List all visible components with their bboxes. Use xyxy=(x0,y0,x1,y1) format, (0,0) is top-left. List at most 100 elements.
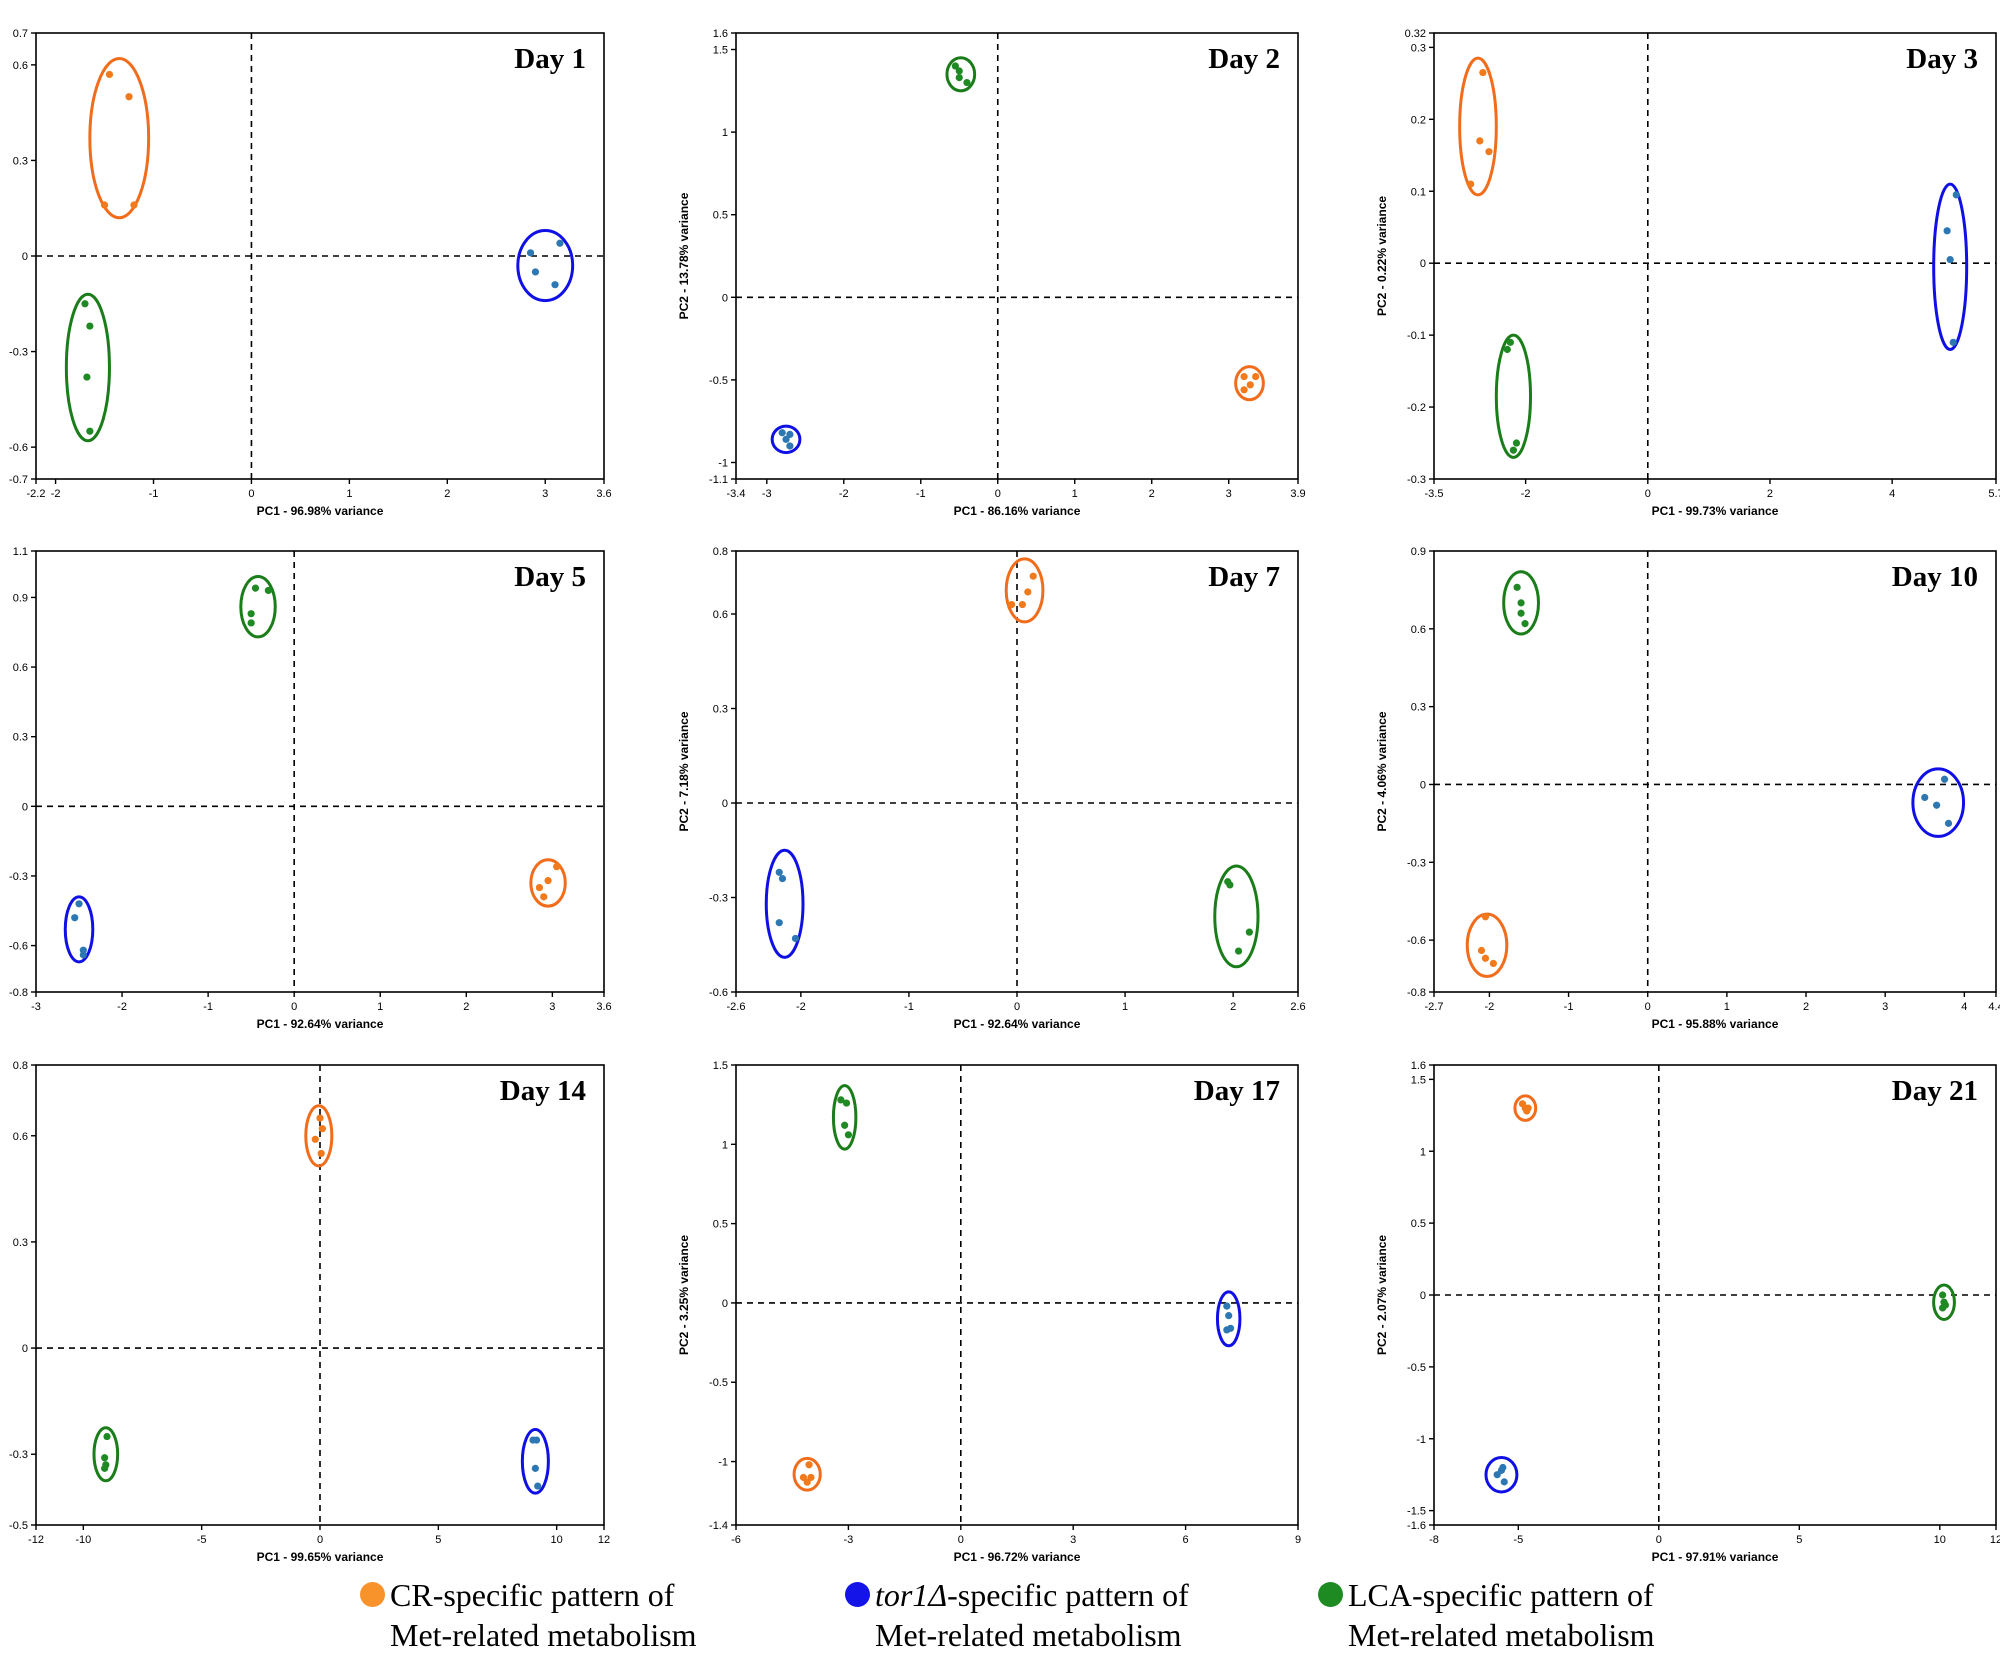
panel-4: -3 -2 -1 0 1 2 3 3.6 -0.8 -0.6 -0.3 0 0.3 0.6 0.9 1.1 PC… xyxy=(9,546,612,1031)
y-tick-label: 0 xyxy=(722,1298,728,1310)
data-point-lca xyxy=(1513,583,1521,591)
y-tick-label: -0.5 xyxy=(709,375,728,387)
y-tick-label: -0.3 xyxy=(1407,474,1426,486)
y-tick-label: -1 xyxy=(1416,1434,1426,1446)
x-tick-label: -2 xyxy=(796,1001,806,1013)
data-point-cr xyxy=(540,893,548,901)
y-tick-label: 0.3 xyxy=(713,704,728,716)
y-tick-label: 0.9 xyxy=(1411,546,1426,558)
x-tick-label: 3.6 xyxy=(596,1001,611,1013)
cluster-ellipse-cr xyxy=(792,1456,822,1492)
data-point-cr xyxy=(311,1135,319,1143)
y-tick-label: 1 xyxy=(722,1139,728,1151)
x-tick-label: 3 xyxy=(1226,488,1232,500)
x-tick-label: 4.4 xyxy=(1988,1001,2000,1013)
cluster-ellipse-cr xyxy=(1234,365,1265,402)
data-point-cr xyxy=(1240,386,1248,394)
data-point-tor1 xyxy=(1940,775,1949,783)
x-tick-label: 4 xyxy=(1889,488,1895,500)
cluster-ellipse-lca xyxy=(64,292,111,443)
data-point-lca xyxy=(841,1121,849,1129)
y-tick-label: -0.8 xyxy=(9,987,28,999)
plot-frame xyxy=(1433,550,1997,993)
x-tick-label: -2 xyxy=(839,488,849,500)
y-tick-label: -1.1 xyxy=(709,474,728,486)
data-point-tor1 xyxy=(791,934,800,943)
y-axis-label: PC2 - 7.18% variance xyxy=(677,711,691,831)
data-point-cr xyxy=(1479,68,1487,77)
x-tick-label: 0 xyxy=(1645,488,1651,500)
panel-title: Day 1 xyxy=(514,43,586,75)
data-point-cr xyxy=(1485,148,1493,156)
x-tick-label: -1 xyxy=(1564,1001,1574,1013)
y-tick-label: -1.4 xyxy=(709,1520,728,1532)
x-tick-label: 1 xyxy=(1122,1001,1128,1013)
y-tick-label: -0.6 xyxy=(9,442,28,454)
x-tick-label: -2 xyxy=(1521,488,1531,500)
y-tick-label: 1.5 xyxy=(713,1060,728,1072)
cluster-ellipse-lca xyxy=(1932,1283,1956,1321)
data-point-cr xyxy=(318,1125,326,1133)
data-point-lca xyxy=(86,322,94,330)
cluster-ellipse-lca xyxy=(1502,570,1540,636)
data-point-cr xyxy=(553,863,561,871)
data-point-lca xyxy=(83,373,91,381)
y-tick-label: -1.5 xyxy=(1407,1506,1426,1518)
y-tick-label: 0.3 xyxy=(1411,702,1426,714)
data-point-tor1 xyxy=(526,249,535,257)
y-tick-label: -0.3 xyxy=(9,347,28,359)
x-tick-label: 0 xyxy=(1645,1001,1651,1013)
x-tick-label: -2 xyxy=(117,1001,127,1013)
legend: CR-specific pattern of Met-related metab… xyxy=(0,1575,2000,1661)
cluster-ellipse-cr xyxy=(304,1104,334,1168)
y-tick-label: 0.6 xyxy=(1411,624,1426,636)
data-point-cr xyxy=(130,201,138,209)
cluster-ellipse-cr xyxy=(88,56,151,220)
data-point-cr xyxy=(317,1149,325,1158)
cluster-ellipse-tor1 xyxy=(1484,1455,1519,1494)
data-point-tor1 xyxy=(531,1464,539,1472)
data-point-tor1 xyxy=(1500,1478,1508,1486)
y-tick-label: 1.5 xyxy=(713,45,728,57)
data-point-cr xyxy=(125,93,133,101)
x-tick-label: -2 xyxy=(1485,1001,1495,1013)
x-tick-label: 4 xyxy=(1961,1001,1967,1013)
data-point-tor1 xyxy=(1949,338,1957,346)
data-point-lca xyxy=(81,300,89,308)
cluster-ellipse-cr xyxy=(1465,912,1509,978)
data-point-cr xyxy=(1007,600,1016,609)
panel-8: -6 -3 0 3 6 9 -1.4 -1 -0.5 0 0.5 1 1.5 PC1 - 96.72% v… xyxy=(677,1060,1301,1564)
y-tick-label: -0.7 xyxy=(9,474,28,486)
x-tick-label: 3 xyxy=(549,1001,555,1013)
data-point-lca xyxy=(1939,1291,1947,1299)
cluster-ellipse-cr xyxy=(1004,557,1045,624)
cluster-ellipse-tor1 xyxy=(1911,767,1966,838)
data-point-tor1 xyxy=(1952,191,1960,199)
y-tick-label: 1.1 xyxy=(13,546,28,558)
x-tick-label: 1 xyxy=(1724,1001,1730,1013)
data-point-cr xyxy=(1481,954,1490,962)
x-tick-label: 2 xyxy=(1767,488,1773,500)
cluster-ellipse-lca xyxy=(945,56,977,93)
data-point-cr xyxy=(1246,381,1254,389)
y-tick-label: 0 xyxy=(1420,1290,1426,1302)
x-tick-label: 3 xyxy=(542,488,548,500)
data-point-cr xyxy=(100,201,109,209)
x-tick-label: -6 xyxy=(731,1534,741,1546)
legend-lca-line2: Met-related metabolism xyxy=(1348,1617,1655,1653)
data-point-lca xyxy=(101,1454,109,1462)
y-tick-label: 0.7 xyxy=(13,28,28,40)
x-tick-label: 0 xyxy=(958,1534,964,1546)
legend-marker-lca xyxy=(1318,1582,1343,1607)
y-tick-label: 1.6 xyxy=(1411,1060,1426,1072)
cluster-ellipse-lca xyxy=(1494,333,1533,459)
x-axis-label: PC1 - 97.91% variance xyxy=(1652,1550,1779,1564)
panel-title: Day 14 xyxy=(500,1075,586,1107)
x-tick-label: -1 xyxy=(904,1001,914,1013)
x-tick-label: 3 xyxy=(1070,1534,1076,1546)
data-point-tor1 xyxy=(1226,1324,1235,1332)
x-tick-label: 10 xyxy=(1934,1534,1946,1546)
x-tick-label: 12 xyxy=(1990,1534,2000,1546)
cluster-ellipse-lca xyxy=(1213,864,1260,969)
x-tick-label: -3 xyxy=(844,1534,854,1546)
